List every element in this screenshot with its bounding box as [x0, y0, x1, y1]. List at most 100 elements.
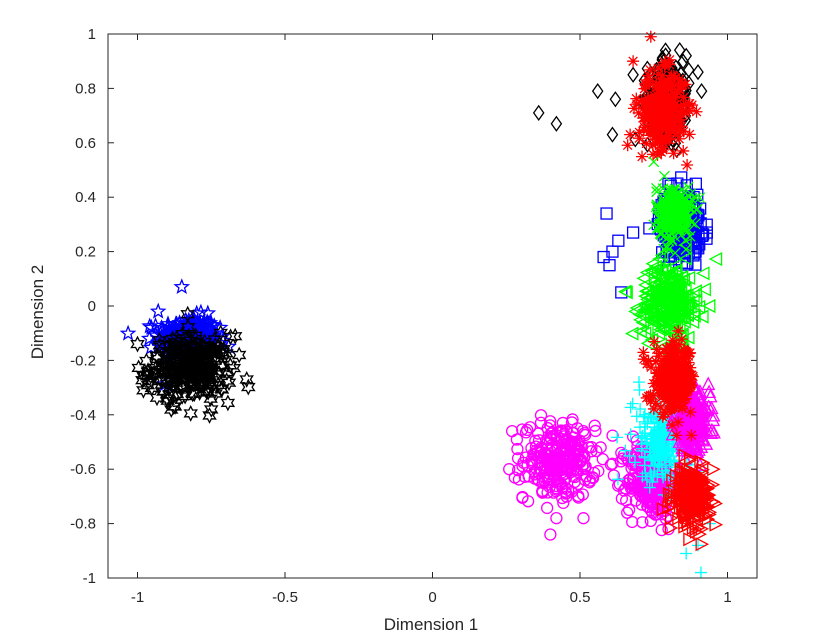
y-axis: -1 -0.8 -0.6 -0.4 -0.2 0 0.2 0.4 0.6 0.8 1	[70, 26, 757, 587]
data-point	[688, 435, 704, 450]
data-point	[703, 388, 718, 403]
data-point	[669, 231, 681, 243]
data-point	[660, 106, 673, 119]
data-point	[688, 489, 702, 504]
data-point	[677, 91, 690, 104]
data-point	[638, 408, 651, 421]
data-point	[675, 120, 688, 133]
data-point	[664, 265, 678, 280]
data-point	[678, 519, 692, 534]
y-tick-label: 0.4	[75, 189, 96, 206]
data-point	[678, 251, 693, 266]
data-point	[653, 383, 666, 396]
data-point	[644, 63, 657, 76]
data-point	[652, 122, 665, 135]
data-point	[559, 424, 573, 437]
data-point	[547, 453, 560, 466]
data-point	[637, 123, 650, 136]
data-point	[583, 474, 597, 487]
data-point	[536, 476, 549, 489]
data-point	[669, 289, 684, 304]
data-point	[532, 104, 545, 121]
data-point	[683, 453, 698, 468]
data-point	[664, 520, 679, 536]
data-point	[686, 304, 700, 319]
data-point	[654, 263, 668, 278]
data-point	[652, 350, 665, 363]
data-point	[704, 400, 719, 415]
data-point	[659, 406, 672, 419]
data-point	[626, 515, 639, 529]
data-point	[664, 493, 679, 508]
data-point	[666, 419, 679, 432]
data-point	[681, 159, 694, 172]
data-point	[633, 132, 646, 145]
data-point	[661, 357, 674, 370]
data-point	[673, 114, 686, 127]
data-point	[622, 503, 636, 517]
data-point	[690, 396, 706, 410]
data-point	[578, 451, 591, 464]
data-point	[204, 343, 219, 361]
data-point	[647, 402, 660, 415]
data-point	[686, 216, 698, 228]
data-point	[657, 376, 670, 389]
data-point	[657, 91, 670, 104]
data-point	[640, 357, 653, 370]
x-tick-label: -0.5	[272, 589, 298, 606]
data-point	[683, 532, 697, 547]
data-point	[643, 75, 656, 88]
data-point	[693, 414, 708, 429]
data-point	[654, 145, 667, 158]
data-point	[628, 102, 641, 115]
data-point	[531, 450, 545, 464]
data-point	[675, 333, 688, 346]
data-point	[615, 492, 629, 505]
data-point	[652, 62, 665, 75]
data-point	[633, 421, 646, 434]
data-point	[666, 372, 679, 385]
data-point	[183, 404, 199, 422]
data-point	[540, 501, 554, 515]
data-point	[689, 258, 702, 271]
data-point	[662, 445, 675, 458]
data-point	[655, 507, 668, 521]
data-point	[638, 82, 651, 95]
data-point	[673, 132, 686, 145]
data-point	[173, 278, 191, 295]
data-point	[588, 419, 601, 432]
data-point	[119, 324, 137, 341]
data-point	[652, 68, 665, 81]
data-point	[609, 91, 622, 108]
data-point	[683, 128, 696, 141]
data-point	[695, 266, 710, 281]
data-point	[685, 429, 698, 442]
data-point	[672, 295, 686, 310]
data-point	[653, 314, 667, 329]
data-point	[644, 30, 657, 43]
data-point	[647, 484, 661, 498]
data-point	[687, 308, 701, 323]
data-point	[633, 324, 647, 339]
data-point	[690, 211, 703, 224]
data-point	[615, 286, 628, 299]
data-point	[690, 192, 702, 204]
data-point	[678, 411, 693, 426]
data-point	[696, 412, 711, 426]
data-point	[656, 83, 669, 96]
data-point	[180, 305, 195, 323]
data-point	[639, 77, 652, 90]
data-point	[686, 288, 700, 304]
data-point	[702, 384, 717, 399]
data-point	[550, 115, 563, 132]
data-point	[177, 387, 193, 405]
data-point	[676, 358, 689, 371]
data-point	[646, 92, 659, 105]
data-point	[695, 82, 708, 100]
data-point	[626, 226, 640, 239]
data-point	[650, 374, 663, 387]
data-point	[506, 424, 519, 438]
data-point	[561, 433, 574, 446]
series-11-asterisk	[637, 324, 700, 442]
data-point	[161, 346, 176, 364]
